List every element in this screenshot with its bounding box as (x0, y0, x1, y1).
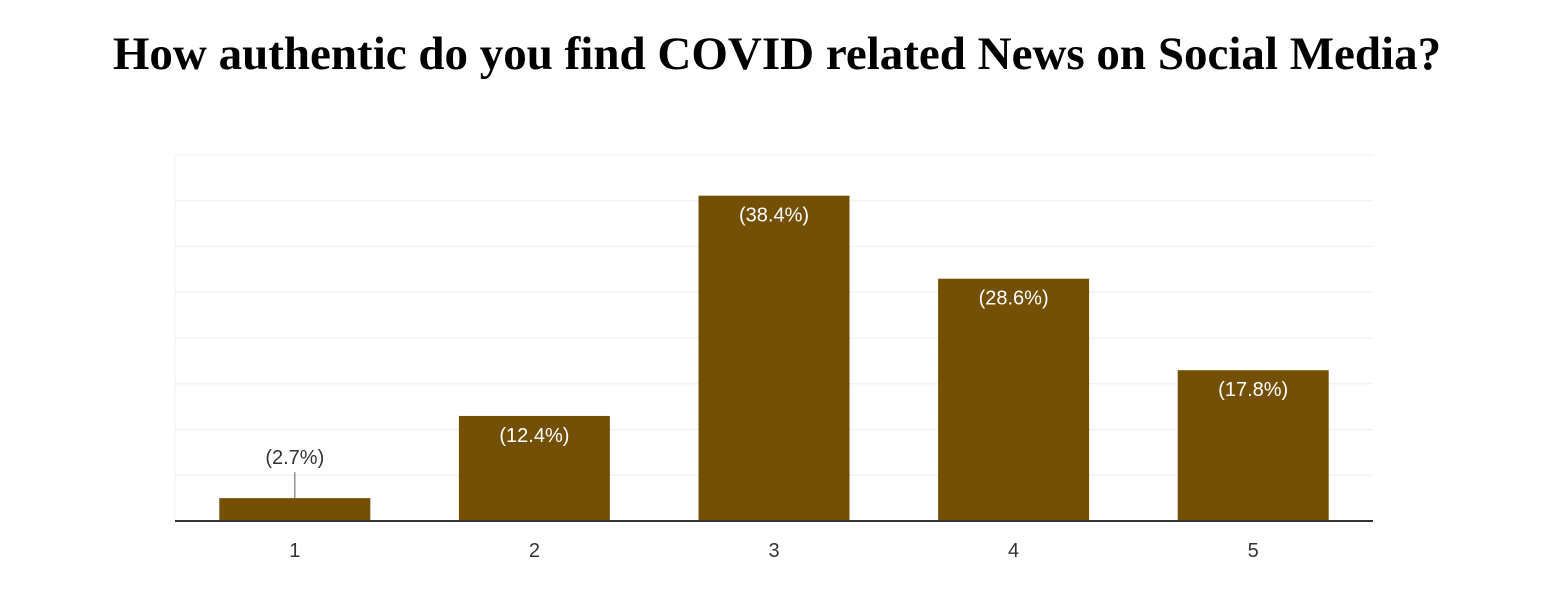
data-label-2: (12.4%) (499, 425, 569, 447)
bars: (2.7%) (12.4%) (38.4%) (28.6%) (17.8%) (219, 195, 1329, 521)
data-label-5: (17.8%) (1218, 379, 1288, 401)
bar-5 (1177, 370, 1329, 521)
bar-2 (458, 415, 610, 521)
x-tick-label-2: 2 (529, 540, 540, 562)
bar-3 (698, 195, 850, 521)
data-label-1: (2.7%) (265, 447, 324, 469)
x-tick-label-1: 1 (289, 540, 300, 562)
x-tick-labels: 1 2 3 4 5 (289, 540, 1259, 562)
bar-4 (938, 278, 1090, 521)
data-label-4: (28.6%) (979, 288, 1049, 310)
x-tick-label-5: 5 (1248, 540, 1259, 562)
x-tick-label-3: 3 (768, 540, 779, 562)
bar-1 (219, 498, 371, 521)
data-label-3: (38.4%) (739, 205, 809, 227)
x-tick-label-4: 4 (1008, 540, 1019, 562)
chart-title: How authentic do you find COVID related … (112, 28, 1442, 80)
